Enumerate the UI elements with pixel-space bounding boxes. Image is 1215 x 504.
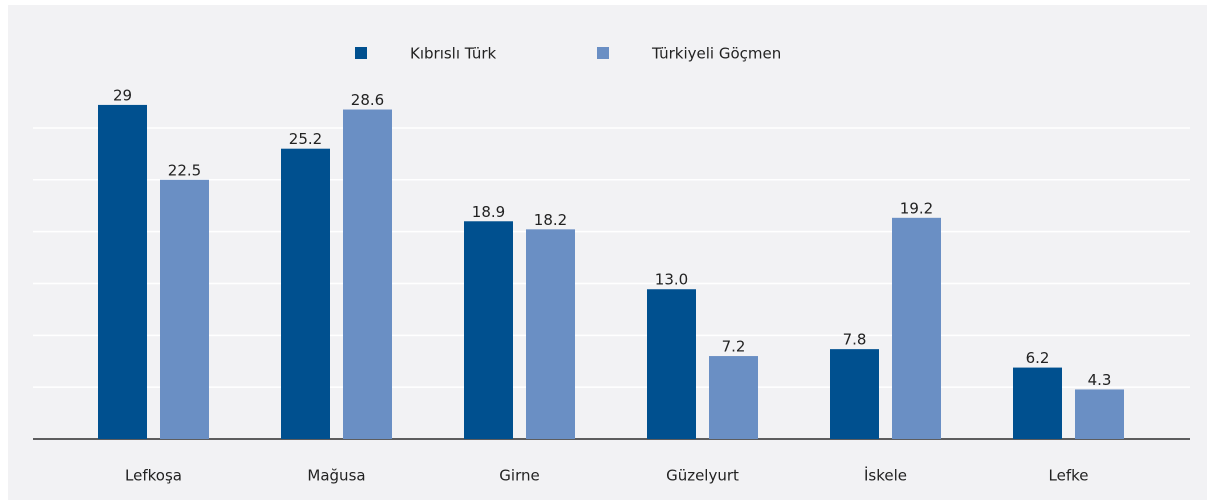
- value-label: 28.6: [351, 91, 384, 109]
- value-label: 6.2: [1026, 349, 1050, 367]
- legend-label: Kıbrıslı Türk: [410, 45, 497, 63]
- bar: [647, 289, 696, 439]
- value-label: 18.9: [472, 203, 505, 221]
- value-label: 19.2: [900, 199, 933, 217]
- bar: [1075, 389, 1124, 439]
- bar: [98, 104, 147, 440]
- x-tick-label: Lefkoşa: [125, 467, 182, 485]
- bar: [1013, 367, 1062, 439]
- value-label: 7.8: [843, 331, 867, 349]
- legend-swatch: [597, 47, 609, 59]
- x-tick-label: Mağusa: [307, 467, 365, 485]
- bar: [281, 148, 330, 440]
- x-tick-label: Güzelyurt: [666, 467, 739, 485]
- value-label: 4.3: [1088, 371, 1112, 389]
- bar: [343, 109, 392, 439]
- value-label: 29: [113, 86, 132, 104]
- bar: [709, 356, 758, 439]
- value-label: 7.2: [722, 338, 746, 356]
- legend-swatch: [355, 47, 367, 59]
- value-label: 18.2: [534, 211, 567, 229]
- bar: [892, 217, 941, 439]
- x-tick-label: Lefke: [1049, 467, 1089, 485]
- bar: [830, 349, 879, 439]
- value-label: 13.0: [655, 271, 688, 289]
- legend-label: Türkiyeli Göçmen: [651, 45, 781, 63]
- bar: [526, 229, 575, 439]
- bar: [160, 179, 209, 440]
- x-tick-label: İskele: [864, 466, 907, 485]
- value-label: 25.2: [289, 130, 322, 148]
- bar: [464, 221, 513, 439]
- value-label: 22.5: [168, 161, 201, 179]
- x-tick-label: Girne: [499, 467, 539, 485]
